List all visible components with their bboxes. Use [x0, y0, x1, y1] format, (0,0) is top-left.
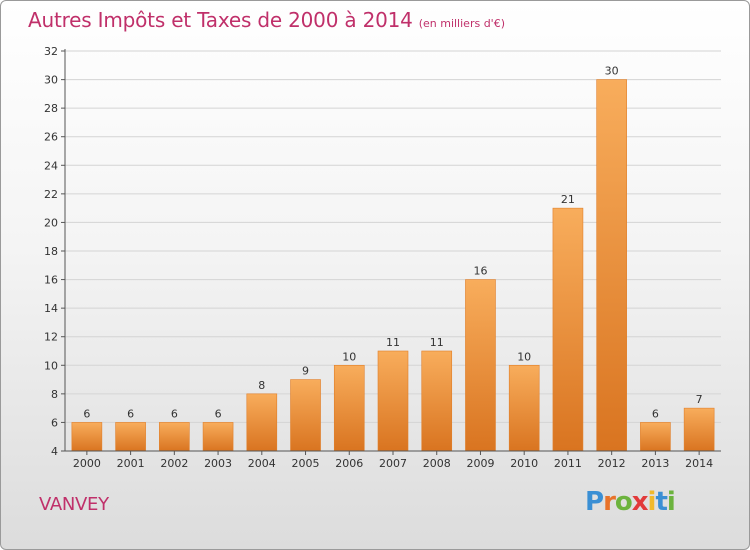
y-tick-label: 22 [44, 188, 58, 201]
data-label: 6 [171, 407, 178, 420]
data-label: 30 [605, 65, 619, 78]
x-tick-label: 2006 [335, 457, 363, 470]
y-tick-label: 8 [51, 388, 58, 401]
bar-2012 [596, 79, 627, 452]
y-tick-label: 16 [44, 274, 58, 287]
y-tick-label: 6 [51, 416, 58, 429]
data-label: 7 [696, 393, 703, 406]
x-tick-label: 2002 [160, 457, 188, 470]
logo-letter: o [614, 487, 633, 517]
x-tick-label: 2007 [379, 457, 407, 470]
x-tick-label: 2003 [204, 457, 232, 470]
logo-letter: x [631, 487, 649, 517]
y-tick-label: 32 [44, 45, 58, 58]
subtitle-text: (en milliers d'€) [418, 17, 505, 30]
data-label: 8 [258, 379, 265, 392]
x-tick-label: 2009 [466, 457, 494, 470]
commune-name: VANVEY [39, 494, 109, 515]
y-tick-label: 12 [44, 331, 58, 344]
data-label: 6 [83, 407, 90, 420]
y-tick-label: 14 [44, 302, 58, 315]
bar-2003 [202, 422, 234, 452]
chart-title: Autres Impôts et Taxes de 2000 à 2014 (en… [28, 8, 505, 32]
data-label: 11 [430, 336, 444, 349]
x-tick-label: 2013 [641, 457, 669, 470]
y-tick-label: 18 [44, 245, 58, 258]
bar-2013 [640, 422, 671, 452]
y-tick-label: 20 [44, 216, 58, 229]
x-tick-label: 2010 [510, 457, 538, 470]
x-tick-label: 2014 [685, 457, 713, 470]
x-tick-label: 2004 [248, 457, 276, 470]
y-tick-label: 28 [44, 102, 58, 115]
logo-letter: i [647, 487, 657, 517]
bar-2008 [421, 350, 453, 452]
bar-2001 [115, 422, 146, 452]
data-label: 10 [517, 350, 531, 363]
x-tick-label: 2008 [423, 457, 451, 470]
data-label: 9 [302, 365, 309, 378]
bar-2011 [552, 207, 584, 452]
y-tick-label: 4 [51, 445, 58, 458]
bar-2002 [159, 422, 190, 452]
bar-2005 [290, 379, 321, 452]
data-label: 16 [473, 265, 487, 278]
bar-2010 [508, 364, 540, 452]
x-tick-label: 2011 [554, 457, 582, 470]
y-tick-label: 24 [44, 159, 58, 172]
title-text: Autres Impôts et Taxes de 2000 à 2014 [28, 8, 413, 32]
y-tick-label: 30 [44, 74, 58, 87]
data-label: 21 [561, 193, 575, 206]
x-tick-label: 2012 [598, 457, 626, 470]
logo-letter: r [603, 487, 616, 517]
bar-2009 [465, 279, 496, 452]
data-label: 6 [652, 407, 659, 420]
x-tick-label: 2000 [73, 457, 101, 470]
logo-letter: P [585, 487, 604, 517]
data-label: 6 [215, 407, 222, 420]
bar-2004 [246, 393, 278, 452]
bar-2007 [377, 350, 409, 452]
y-tick-label: 26 [44, 131, 58, 144]
data-label: 11 [386, 336, 400, 349]
logo-letter: i [666, 487, 676, 517]
proxiti-logo: Proxiti [585, 487, 676, 517]
logo-letter: t [655, 487, 667, 517]
y-tick-label: 10 [44, 359, 58, 372]
bar-2000 [71, 422, 103, 452]
data-label: 10 [342, 350, 356, 363]
data-label: 6 [127, 407, 134, 420]
bar-2006 [333, 364, 365, 452]
x-tick-label: 2005 [292, 457, 320, 470]
bar-2014 [683, 407, 715, 452]
x-tick-label: 2001 [117, 457, 145, 470]
